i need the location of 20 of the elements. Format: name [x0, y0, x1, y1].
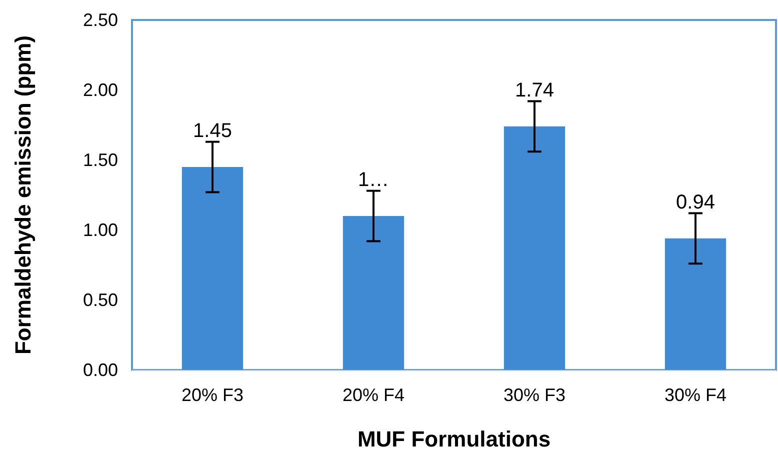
y-tick-label: 0.50: [82, 290, 118, 310]
y-tick-label: 2.00: [82, 80, 118, 100]
data-label: 1.74: [515, 79, 554, 102]
data-label: 0.94: [676, 191, 715, 214]
y-tick-label: 1.50: [82, 150, 118, 170]
data-label: 1…: [358, 169, 390, 191]
y-tick-label: 0.00: [82, 360, 118, 380]
y-tick-label: 2.50: [82, 10, 118, 30]
x-axis-title: MUF Formulations: [357, 426, 551, 452]
bar: [664, 238, 726, 370]
y-tick-label: 1.00: [82, 220, 118, 240]
x-tick-label: 30% F3: [503, 385, 566, 405]
x-tick-label: 20% F4: [342, 385, 405, 405]
x-tick-label: 20% F3: [181, 385, 244, 405]
x-tick-label: 30% F4: [664, 385, 727, 405]
data-label: 1.45: [193, 120, 232, 142]
bar: [504, 126, 566, 370]
bar: [342, 216, 404, 370]
y-axis-title: Formaldehyde emission (ppm): [10, 35, 36, 355]
bar: [182, 167, 244, 370]
